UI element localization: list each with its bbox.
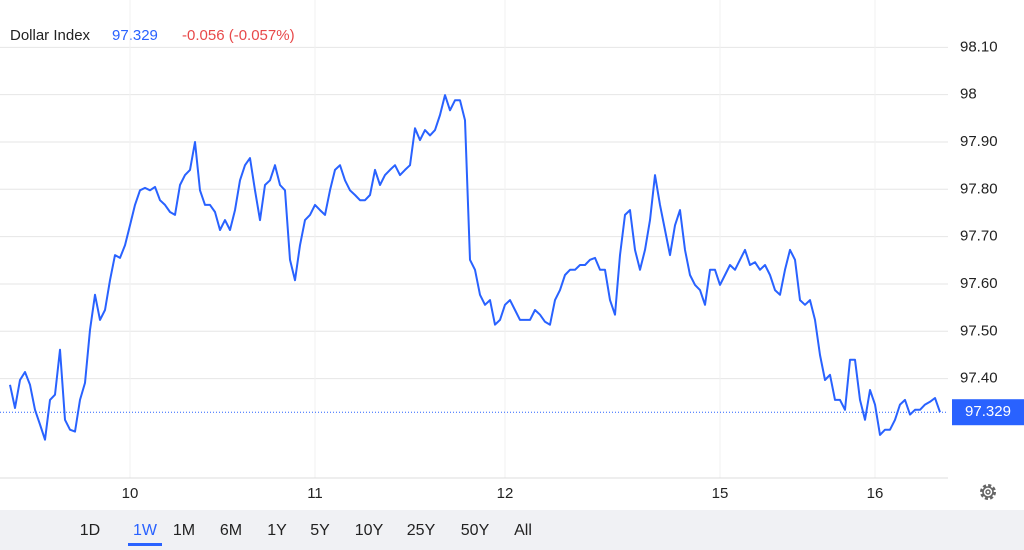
- y-tick-label: 97.60: [960, 275, 998, 292]
- y-tick-label: 97.90: [960, 133, 998, 150]
- range-button[interactable]: All: [514, 522, 532, 539]
- range-button[interactable]: 1D: [79, 522, 101, 539]
- x-tick-label: 12: [497, 485, 514, 502]
- x-tick-label: 10: [122, 485, 139, 502]
- x-tick-label: 15: [712, 485, 729, 502]
- range-button[interactable]: 1W: [128, 518, 162, 546]
- range-button[interactable]: 1M: [172, 522, 196, 539]
- range-button[interactable]: 5Y: [310, 522, 330, 539]
- y-tick-label: 97.80: [960, 180, 998, 197]
- range-button[interactable]: 25Y: [406, 522, 436, 539]
- x-tick-label: 16: [867, 485, 884, 502]
- last-price-label: 97.329: [965, 403, 1011, 420]
- range-button[interactable]: 10Y: [354, 522, 384, 539]
- range-button[interactable]: 6M: [219, 522, 243, 539]
- y-tick-label: 97.40: [960, 370, 998, 387]
- range-bar: 1D 1W 1M 6M 1Y 5Y 10Y 25Y 50Y All: [0, 510, 1024, 550]
- index-name: Dollar Index: [10, 27, 91, 44]
- price-line: [9, 94, 941, 441]
- y-tick-label: 97.50: [960, 322, 998, 339]
- settings-icon[interactable]: [980, 484, 996, 500]
- range-button[interactable]: 1Y: [267, 522, 287, 539]
- x-tick-label: 11: [307, 485, 323, 502]
- y-tick-label: 97.70: [960, 228, 998, 245]
- y-tick-label: 98: [960, 86, 977, 103]
- last-price: 97.329: [112, 27, 158, 44]
- y-tick-label: 98.10: [960, 38, 998, 55]
- chart: Dollar Index 97.329 -0.056 (-0.057%) 97.…: [0, 0, 1024, 502]
- price-change: -0.056 (-0.057%): [182, 27, 295, 44]
- last-price-tag: [952, 399, 1024, 426]
- range-button[interactable]: 50Y: [460, 522, 490, 539]
